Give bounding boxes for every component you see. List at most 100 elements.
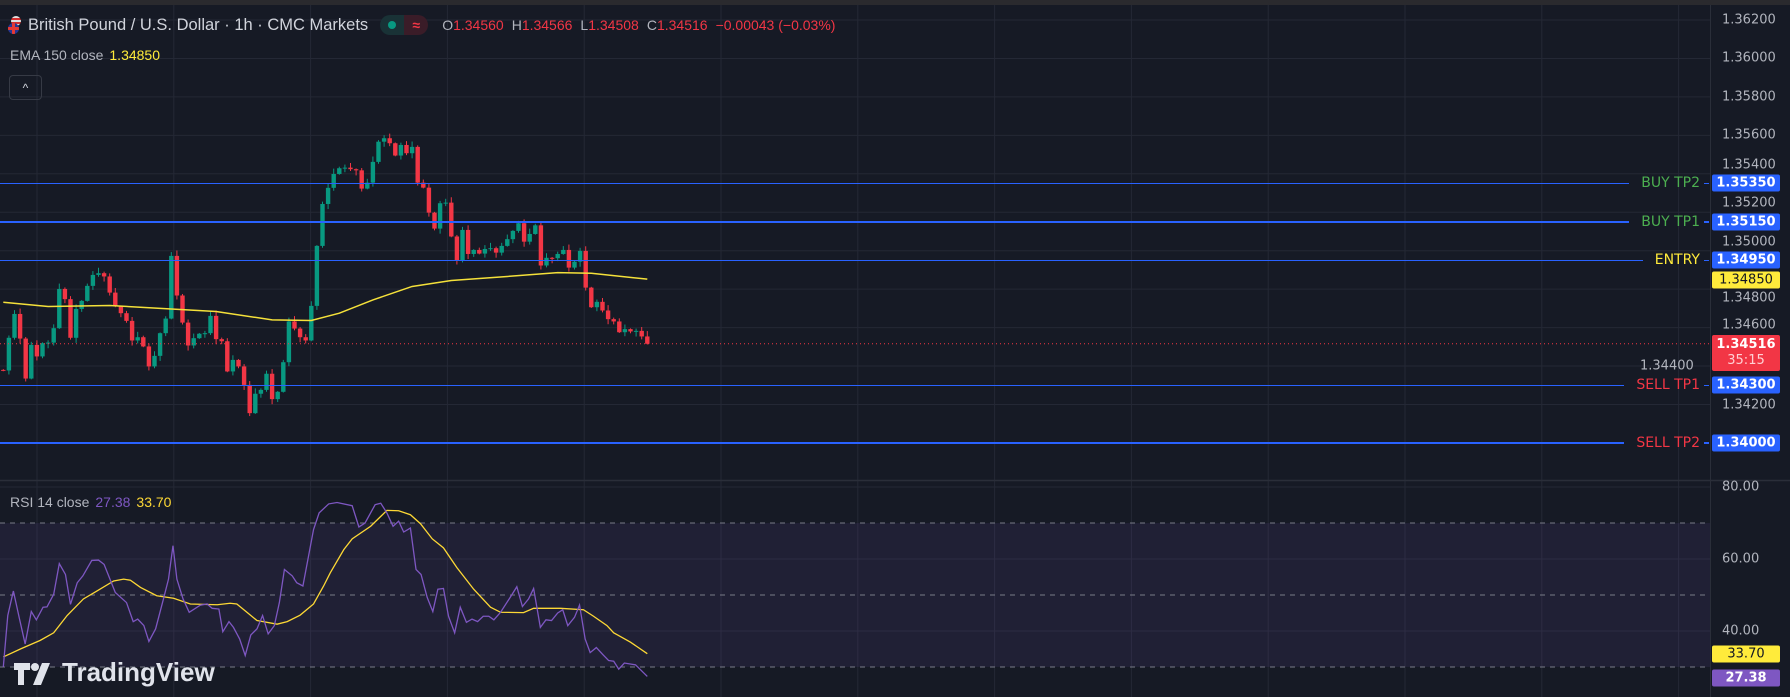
open-label: O	[442, 17, 454, 33]
candle-down	[185, 322, 191, 346]
candle-down	[521, 223, 527, 242]
candle-down	[617, 321, 622, 333]
candle-up	[73, 308, 79, 338]
candle-down	[118, 306, 124, 314]
candle-up	[57, 288, 62, 329]
candle-up	[85, 285, 90, 301]
candle-up	[157, 333, 163, 356]
candle-down	[359, 170, 364, 189]
price-axis-label: 1.36000	[1722, 50, 1776, 66]
rsi-line	[2, 501, 648, 677]
tradingview-logo[interactable]: TradingView	[14, 657, 215, 688]
level-line[interactable]	[0, 384, 1625, 387]
rsi-tag: 27.38	[1712, 669, 1780, 687]
candle-up	[135, 337, 140, 341]
candle-down	[387, 138, 392, 144]
grid	[0, 5, 1790, 697]
candle-down	[538, 225, 544, 266]
candle-up	[51, 328, 56, 343]
rsi-ma-value: 33.70	[136, 494, 172, 510]
collapse-legend-button[interactable]: ^	[9, 75, 42, 100]
candle-up	[230, 359, 236, 372]
candle-up	[163, 318, 168, 334]
level-price-tag: 1.34000	[1712, 434, 1780, 452]
candle-up	[208, 315, 213, 334]
level-sell-tp2[interactable]: SELL TP2	[0, 435, 1709, 451]
overlays	[0, 271, 1710, 677]
candle-down	[17, 313, 23, 339]
rsi-axis-label: 40.00	[1722, 623, 1760, 639]
level-label: BUY TP2	[1641, 175, 1700, 192]
candle-up	[6, 337, 12, 371]
level-entry[interactable]: ENTRY	[0, 252, 1709, 268]
candle-up	[337, 168, 342, 174]
rsi-axis-label: 80.00	[1722, 479, 1760, 495]
candle-down	[113, 292, 118, 307]
candle-up	[152, 355, 157, 367]
candle-up	[527, 233, 532, 242]
candle-down	[477, 249, 482, 254]
candle-up	[516, 223, 521, 231]
level-buy-tp1[interactable]: BUY TP1	[0, 214, 1709, 230]
open-value: 1.34560	[453, 17, 504, 33]
level-line[interactable]	[0, 182, 1630, 185]
candle-up	[370, 161, 376, 183]
level-buy-tp2[interactable]: BUY TP2	[0, 175, 1709, 191]
candle-down	[605, 310, 611, 320]
candle-up	[325, 187, 331, 204]
level-tick	[1704, 384, 1709, 387]
candle-up	[577, 250, 583, 262]
current-price: 1.34516	[1716, 336, 1776, 352]
candle-up	[314, 245, 320, 306]
candles	[1, 133, 650, 417]
price-axis-label: 1.34200	[1722, 397, 1776, 412]
candle-down	[645, 336, 650, 344]
candle-down	[583, 250, 588, 288]
high-label: H	[511, 17, 522, 33]
candle-up	[471, 249, 476, 254]
candle-up	[96, 273, 101, 275]
candle-up	[281, 362, 286, 392]
candle-up	[499, 245, 504, 253]
candle-down	[549, 257, 555, 259]
level-line[interactable]	[0, 221, 1630, 223]
candle-up	[376, 141, 381, 162]
candle-up	[533, 225, 538, 234]
price-axis-label: 1.35000	[1722, 234, 1776, 250]
price-axis-label: 1.36200	[1722, 12, 1776, 28]
level-price-tag: 1.35150	[1712, 213, 1780, 231]
level-sell-tp1[interactable]: SELL TP1	[0, 377, 1709, 393]
level-line[interactable]	[0, 442, 1625, 444]
candle-up	[381, 138, 387, 142]
candle-down	[465, 229, 471, 254]
candle-down	[62, 288, 68, 300]
logo-text: TradingView	[62, 657, 215, 687]
candle-down	[174, 255, 180, 296]
candle-down	[404, 144, 409, 154]
rsi-band	[0, 522, 1710, 668]
candle-down	[146, 346, 152, 367]
ema-legend[interactable]: EMA 150 close 1.34850	[10, 47, 160, 63]
level-tick	[1704, 221, 1709, 223]
symbol-title[interactable]: British Pound / U.S. Dollar · 1h · CMC M…	[28, 15, 369, 34]
price-axis-label: 1.35200	[1722, 195, 1776, 211]
gbp-usd-flag-icon	[8, 16, 22, 34]
close-label: C	[646, 17, 657, 33]
candle-up	[622, 329, 628, 333]
candle-down	[247, 384, 252, 414]
candle-down	[493, 248, 499, 253]
candle-down	[415, 146, 420, 183]
bar-countdown: 35:15	[1727, 352, 1765, 368]
ema-line	[3, 271, 648, 322]
level-label: BUY TP1	[1641, 213, 1700, 230]
candle-up	[505, 239, 510, 246]
candle-down	[1, 369, 6, 371]
rsi-legend[interactable]: RSI 14 close 27.38 33.70	[10, 494, 171, 510]
ema-price-tag: 1.34850	[1712, 271, 1780, 289]
candle-down	[129, 320, 135, 341]
level-line[interactable]	[0, 259, 1643, 262]
candle-up	[169, 255, 174, 319]
market-status-toggle[interactable]: ≈	[380, 15, 429, 35]
level-price-tag: 1.35350	[1712, 174, 1780, 192]
